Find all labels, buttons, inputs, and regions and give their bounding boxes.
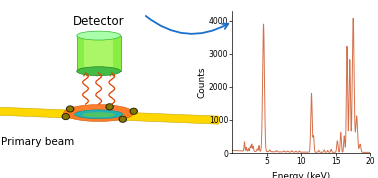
Circle shape — [64, 115, 68, 119]
Text: Primary beam: Primary beam — [1, 137, 74, 147]
FancyBboxPatch shape — [77, 36, 121, 71]
Circle shape — [120, 117, 125, 121]
Circle shape — [130, 108, 137, 114]
Circle shape — [107, 105, 112, 109]
Ellipse shape — [77, 31, 121, 40]
Ellipse shape — [74, 110, 123, 119]
FancyBboxPatch shape — [84, 36, 113, 71]
Ellipse shape — [64, 105, 134, 122]
Polygon shape — [0, 107, 230, 125]
Ellipse shape — [82, 112, 115, 117]
Circle shape — [131, 109, 136, 113]
Circle shape — [67, 106, 74, 112]
Circle shape — [68, 107, 73, 111]
Circle shape — [62, 114, 69, 119]
Ellipse shape — [77, 67, 121, 76]
Text: Detector: Detector — [73, 15, 124, 28]
Circle shape — [119, 116, 126, 122]
X-axis label: Energy (keV): Energy (keV) — [272, 172, 331, 178]
Y-axis label: Counts: Counts — [197, 66, 206, 98]
Circle shape — [106, 104, 113, 110]
